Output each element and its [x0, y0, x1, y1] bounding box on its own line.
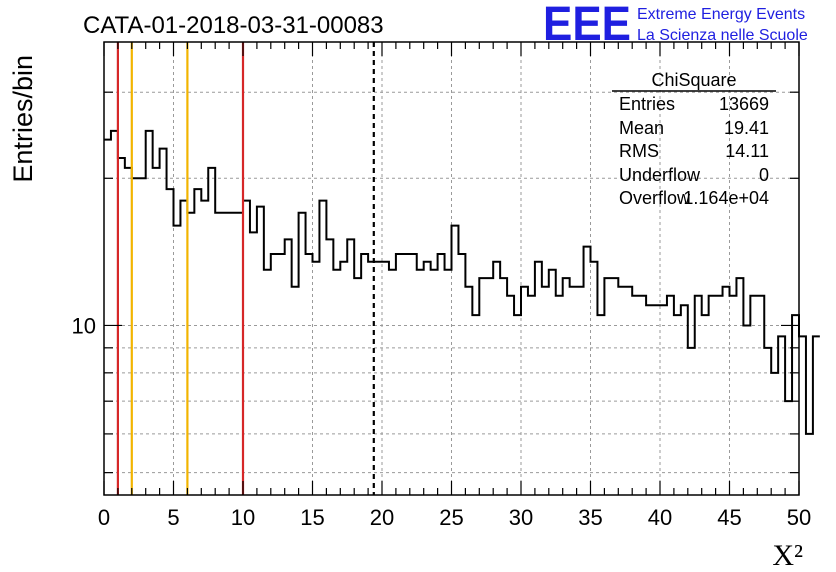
- logo-line-2: La Scienza nelle Scuole: [637, 27, 808, 44]
- x-axis-label: X²: [772, 539, 803, 572]
- stats-label-overflow: Overflow: [619, 188, 691, 208]
- x-tick-label: 5: [167, 505, 179, 530]
- x-tick-label: 25: [439, 505, 463, 530]
- x-tick-label: 50: [787, 505, 811, 530]
- stats-value-mean: 19.41: [724, 118, 769, 138]
- stats-label-entries: Entries: [619, 94, 675, 114]
- stats-value-entries: 13669: [719, 94, 769, 114]
- stats-value-rms: 14.11: [725, 141, 769, 161]
- x-tick-label: 20: [370, 505, 394, 530]
- stats-value-overflow: 1.164e+04: [683, 188, 769, 208]
- y-axis-label: Entries/bin: [8, 55, 38, 183]
- stats-value-underflow: 0: [759, 165, 769, 185]
- stats-box: ChiSquare Entries 13669 Mean 19.41 RMS 1…: [612, 70, 776, 208]
- eee-logo: EEE Extreme Energy Events La Scienza nel…: [543, 0, 808, 51]
- x-tick-label: 35: [578, 505, 602, 530]
- plot-area: 0 5 10 15 20 25 30 35 40 45 50 10: [72, 41, 820, 530]
- x-tick-label: 45: [717, 505, 741, 530]
- logo-line-1: Extreme Energy Events: [637, 6, 805, 23]
- x-tick-label: 10: [231, 505, 255, 530]
- x-tick-label: 40: [648, 505, 672, 530]
- x-tick-label: 0: [98, 505, 110, 530]
- histogram-series: [104, 129, 820, 435]
- y-tick-label: 10: [72, 313, 96, 338]
- stats-label-underflow: Underflow: [619, 165, 701, 185]
- stats-title: ChiSquare: [651, 70, 736, 90]
- x-tick-label: 30: [509, 505, 533, 530]
- stats-label-rms: RMS: [619, 141, 659, 161]
- x-tick-label: 15: [300, 505, 324, 530]
- stats-label-mean: Mean: [619, 118, 664, 138]
- chart-title: CATA-01-2018-03-31-00083: [83, 12, 384, 39]
